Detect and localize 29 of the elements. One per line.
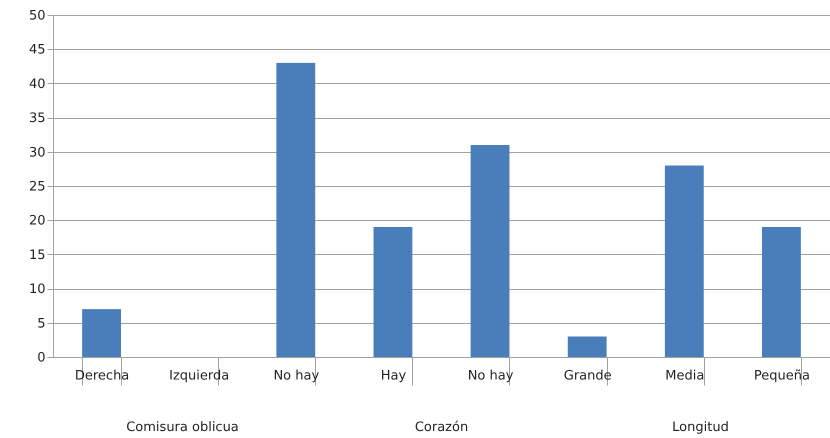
y-tick-label: 10 [28,282,46,298]
bar [762,227,801,357]
y-tick-label: 35 [28,111,46,126]
y-tick-label: 40 [28,76,46,92]
x-tick-label: Media [665,368,704,384]
bar [276,62,316,357]
y-tick-label: 20 [28,214,46,229]
text: Comisura oblicua [126,420,239,435]
bar [568,336,607,357]
y-tick-label: 50 [28,8,46,24]
text: Corazón [414,420,468,435]
x-tick-label: Hay [380,368,406,384]
bar [374,227,412,357]
y-tick-label: 45 [28,42,46,58]
x-tick-label: Derecha [74,368,130,384]
text: Longitud [672,420,729,435]
y-tick-label: 25 [28,180,46,194]
x-tick-label: Grande [564,368,612,384]
bar [470,144,510,357]
bar [82,309,121,357]
y-tick-label: 5 [37,316,46,332]
x-tick-label: Izquierda [169,368,230,384]
y-tick-label: 0 [37,350,46,366]
y-tick-label: 15 [28,248,46,263]
x-tick-label: Pequeña [754,368,810,384]
x-tick-label: No hay [273,368,320,384]
bar [664,165,704,357]
x-tick-label: No hay [468,368,514,384]
y-tick-label: 30 [28,145,46,160]
